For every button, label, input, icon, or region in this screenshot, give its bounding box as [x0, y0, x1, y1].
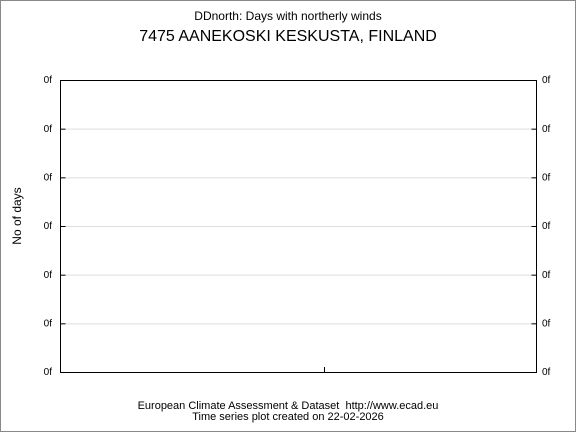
y-tick-label-right: 0f	[542, 124, 551, 135]
y-tick-label: 0f	[44, 367, 53, 378]
footer-line: European Climate Assessment & Dataset ht…	[138, 400, 439, 412]
y-tick-label-right: 0f	[542, 367, 551, 378]
y-tick-label: 0f	[44, 172, 53, 183]
y-tick-label: 0f	[44, 124, 53, 135]
y-tick-label-right: 0f	[542, 75, 551, 86]
y-tick-label-right: 0f	[542, 221, 551, 232]
grid	[60, 128, 537, 325]
y-tick-label: 0f	[44, 318, 53, 329]
y-axis-label: No of days	[10, 187, 24, 244]
y-tick-label: 0f	[44, 221, 53, 232]
chart-subtitle: 7475 AANEKOSKI KESKUSTA, FINLAND	[139, 28, 437, 45]
chart-title: DDnorth: Days with northerly winds	[194, 9, 381, 23]
y-tick-label-right: 0f	[542, 172, 551, 183]
y-tick-label: 0f	[44, 75, 53, 86]
y-tick-label: 0f	[44, 270, 53, 281]
footer-line: Time series plot created on 22-02-2026	[192, 411, 384, 423]
y-tick-label-right: 0f	[542, 270, 551, 281]
y-tick-label-right: 0f	[542, 318, 551, 329]
